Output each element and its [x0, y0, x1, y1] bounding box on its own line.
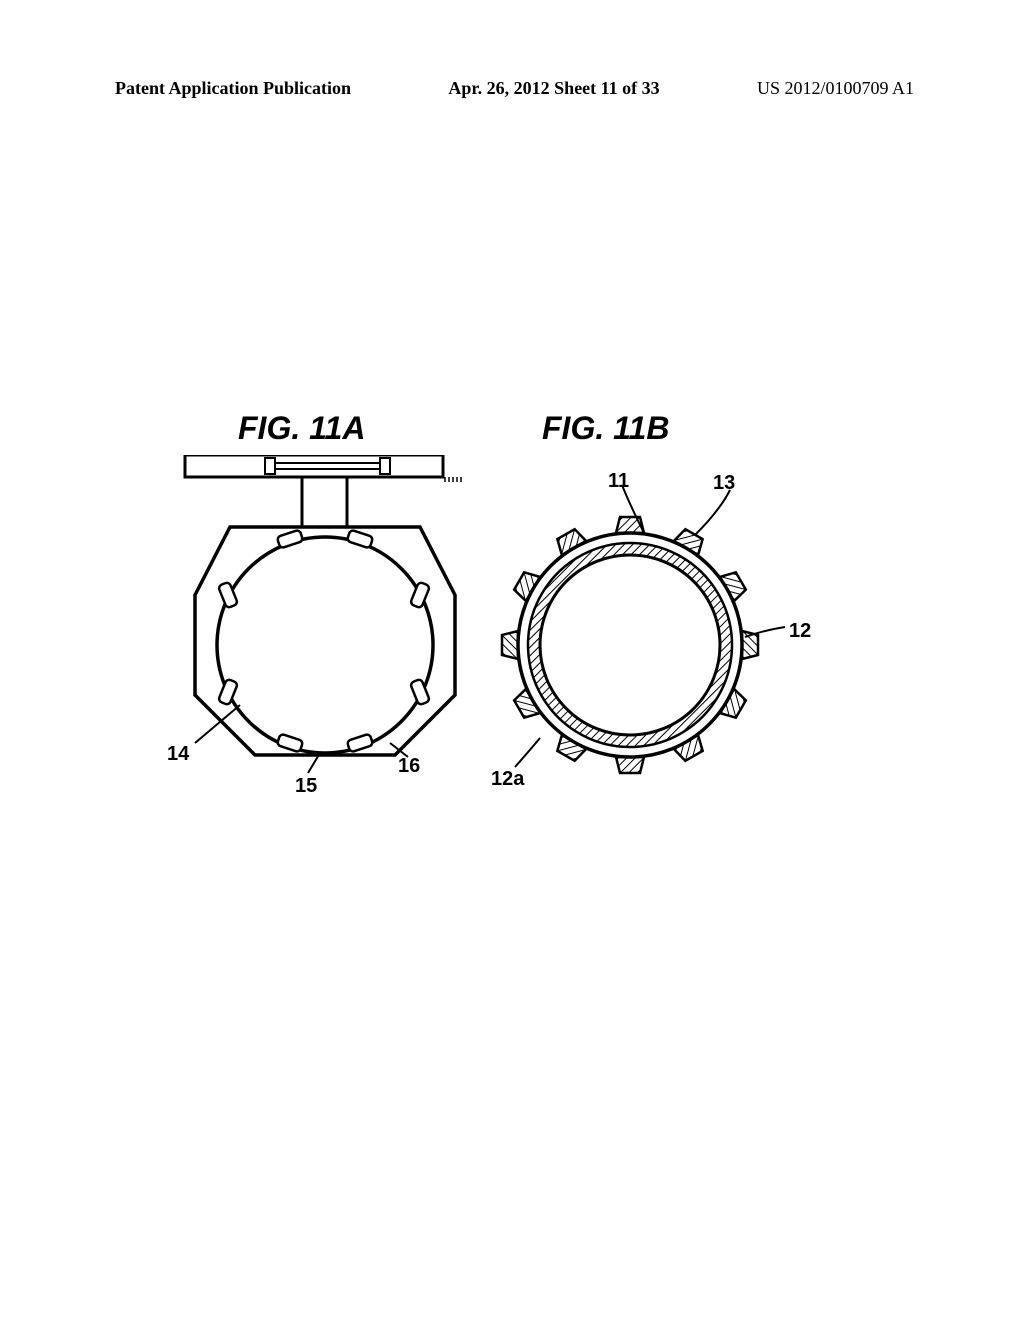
fig-11b-title: FIG. 11B [542, 410, 669, 447]
ref-15: 15 [295, 775, 317, 798]
ref-14: 14 [167, 743, 189, 766]
fig-11a-title: FIG. 11A [238, 410, 365, 447]
ref-16: 16 [398, 755, 420, 778]
header-pubnum: US 2012/0100709 A1 [757, 78, 914, 99]
patent-figure-svg [170, 455, 870, 795]
fig-11a-group [185, 455, 461, 773]
ref-11: 11 [608, 470, 629, 493]
fig-11b-group [502, 485, 785, 773]
page-header: Patent Application Publication Apr. 26, … [0, 78, 1024, 99]
ref-12: 12 [789, 620, 811, 643]
ref-12a: 12a [491, 768, 524, 791]
header-center: Apr. 26, 2012 Sheet 11 of 33 [448, 78, 659, 99]
header-left: Patent Application Publication [115, 78, 351, 99]
ref-13: 13 [713, 472, 735, 495]
figure-drawings [170, 455, 870, 795]
